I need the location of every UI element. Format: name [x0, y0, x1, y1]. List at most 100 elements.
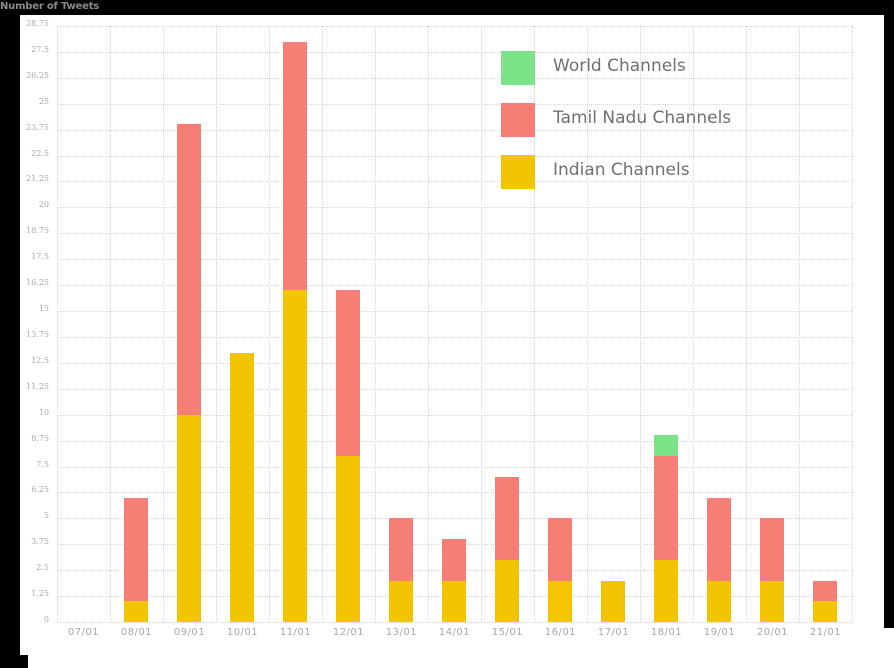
- bar-segment-tamil-nadu-channels[interactable]: [654, 456, 678, 560]
- v-gridline: [693, 26, 694, 622]
- bar-08-01[interactable]: [124, 26, 148, 622]
- v-gridline: [534, 26, 535, 622]
- bar-segment-tamil-nadu-channels[interactable]: [495, 476, 519, 560]
- y-tick-label: 17.5: [31, 252, 49, 262]
- bar-segment-tamil-nadu-channels[interactable]: [283, 41, 307, 291]
- y-tick-label: 15: [38, 304, 49, 314]
- x-tick-label: 21/01: [809, 627, 842, 638]
- h-gridline: [57, 466, 852, 468]
- x-tick-label: 16/01: [544, 627, 577, 638]
- y-tick-label: 5: [43, 511, 49, 521]
- bar-segment-tamil-nadu-channels[interactable]: [389, 518, 413, 581]
- chart-panel-right: [860, 628, 894, 668]
- legend-item-tamil-nadu: Tamil Nadu Channels: [501, 103, 821, 137]
- x-tick-label: 10/01: [226, 627, 259, 638]
- bar-segment-tamil-nadu-channels[interactable]: [177, 124, 201, 415]
- y-tick-label: 25: [38, 96, 49, 106]
- bar-segment-indian-channels[interactable]: [760, 580, 784, 622]
- bar-09-01[interactable]: [177, 26, 201, 622]
- v-gridline: [163, 26, 164, 622]
- h-gridline: [57, 103, 852, 105]
- x-tick-label: 09/01: [173, 627, 206, 638]
- bar-segment-tamil-nadu-channels[interactable]: [813, 580, 837, 602]
- h-gridline: [57, 492, 852, 494]
- v-gridline: [322, 26, 323, 622]
- bar-segment-tamil-nadu-channels[interactable]: [707, 497, 731, 581]
- bar-segment-tamil-nadu-channels[interactable]: [442, 539, 466, 581]
- v-gridline: [481, 26, 482, 622]
- bar-13-01[interactable]: [389, 26, 413, 622]
- bar-segment-tamil-nadu-channels[interactable]: [124, 497, 148, 602]
- y-axis-title: Number of Tweets: [0, 1, 100, 12]
- legend-label-world: World Channels: [553, 56, 686, 76]
- bar-segment-tamil-nadu-channels[interactable]: [548, 518, 572, 581]
- h-gridline: [57, 311, 852, 313]
- y-tick-label: 6.25: [31, 485, 49, 495]
- y-tick-label: 8.75: [31, 433, 49, 443]
- x-tick-label: 07/01: [67, 627, 100, 638]
- h-gridline: [57, 414, 852, 416]
- h-gridline: [57, 129, 852, 131]
- bar-14-01[interactable]: [442, 26, 466, 622]
- v-gridline: [852, 26, 853, 622]
- bar-21-01[interactable]: [813, 26, 837, 622]
- legend-swatch-world: [501, 51, 535, 85]
- y-tick-label: 12.5: [31, 355, 49, 365]
- v-gridline: [640, 26, 641, 622]
- bar-segment-indian-channels[interactable]: [601, 580, 625, 622]
- v-gridline: [746, 26, 747, 622]
- y-tick-label: 28.75: [26, 19, 49, 28]
- bar-segment-world-channels[interactable]: [654, 435, 678, 457]
- bar-10-01[interactable]: [230, 26, 254, 622]
- h-gridline: [57, 622, 852, 623]
- legend-item-world: World Channels: [501, 51, 821, 85]
- h-gridline: [57, 388, 852, 390]
- y-tick-label: 0: [43, 615, 49, 624]
- x-tick-label: 19/01: [703, 627, 736, 638]
- v-gridline: [428, 26, 429, 622]
- bar-segment-indian-channels[interactable]: [495, 559, 519, 622]
- bar-19-01[interactable]: [707, 26, 731, 622]
- h-gridline: [57, 207, 852, 209]
- y-tick-label: 20: [38, 200, 49, 210]
- bar-segment-indian-channels[interactable]: [177, 414, 201, 622]
- bar-12-01[interactable]: [336, 26, 360, 622]
- y-tick-label: 7.5: [36, 459, 49, 469]
- bar-segment-indian-channels[interactable]: [124, 601, 148, 622]
- bar-16-01[interactable]: [548, 26, 572, 622]
- y-tick-label: 10: [38, 407, 49, 417]
- y-tick-label: 18.75: [26, 226, 49, 236]
- bar-11-01[interactable]: [283, 26, 307, 622]
- y-tick-label: 22.5: [31, 148, 49, 158]
- bar-segment-indian-channels[interactable]: [707, 580, 731, 622]
- bar-segment-indian-channels[interactable]: [283, 290, 307, 622]
- bar-segment-indian-channels[interactable]: [336, 456, 360, 622]
- bar-segment-indian-channels[interactable]: [654, 559, 678, 622]
- bar-20-01[interactable]: [760, 26, 784, 622]
- bar-segment-indian-channels[interactable]: [548, 580, 572, 622]
- h-gridline: [57, 518, 852, 520]
- bar-segment-indian-channels[interactable]: [230, 352, 254, 622]
- y-tick-label: 11.25: [26, 381, 49, 391]
- x-tick-label: 14/01: [438, 627, 471, 638]
- bar-17-01[interactable]: [601, 26, 625, 622]
- bar-15-01[interactable]: [495, 26, 519, 622]
- v-gridline: [375, 26, 376, 622]
- chart-panel-bottom: [28, 640, 894, 668]
- bar-segment-tamil-nadu-channels[interactable]: [336, 290, 360, 457]
- bar-segment-indian-channels[interactable]: [389, 580, 413, 622]
- x-tick-label: 11/01: [279, 627, 312, 638]
- x-tick-label: 15/01: [491, 627, 524, 638]
- h-gridline: [57, 26, 852, 27]
- bar-segment-indian-channels[interactable]: [813, 601, 837, 622]
- h-gridline: [57, 440, 852, 442]
- h-gridline: [57, 181, 852, 183]
- bar-segment-indian-channels[interactable]: [442, 580, 466, 622]
- y-tick-label: 26.25: [26, 70, 49, 80]
- bar-segment-tamil-nadu-channels[interactable]: [760, 518, 784, 581]
- h-gridline: [57, 77, 852, 79]
- bar-18-01[interactable]: [654, 26, 678, 622]
- legend-item-indian: Indian Channels: [501, 155, 821, 189]
- y-tick-label: 23.75: [26, 122, 49, 132]
- y-tick-label: 16.25: [26, 278, 49, 288]
